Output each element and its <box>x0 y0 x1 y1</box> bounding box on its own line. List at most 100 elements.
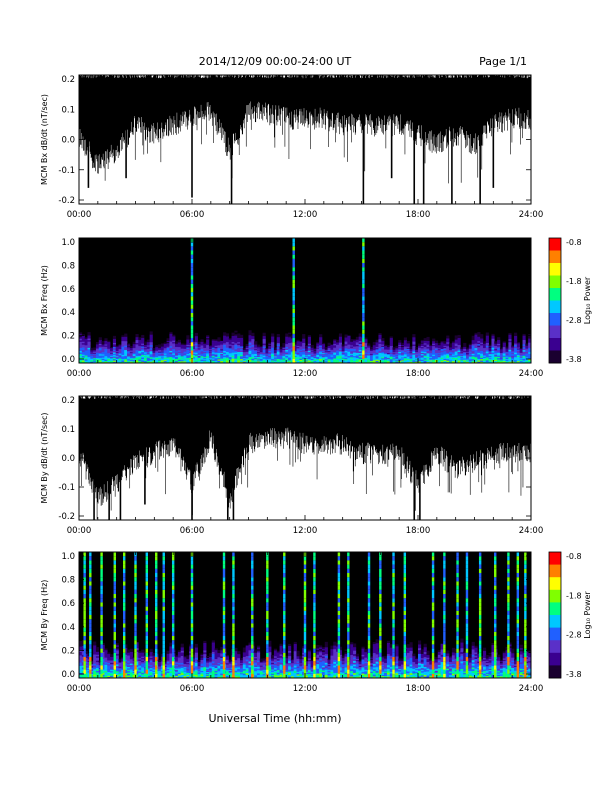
spectrogram-cell <box>234 664 238 667</box>
spectrogram-cell <box>313 359 317 361</box>
spectrogram-cell <box>262 340 266 343</box>
spectrogram-cell <box>369 354 374 356</box>
spectrogram-cell <box>511 360 515 362</box>
spectrogram-cell <box>451 359 456 362</box>
spectrogram-cell <box>355 346 359 348</box>
spectrogram-cell <box>225 674 230 676</box>
spectrogram-cell <box>175 359 179 362</box>
spectrogram-cell <box>256 348 261 350</box>
spectrogram-cell <box>206 360 210 362</box>
spectrogram-cell <box>299 356 303 358</box>
spectrogram-cell <box>245 655 249 658</box>
spectrogram-cell <box>155 345 159 347</box>
spectrogram-cell <box>81 654 85 657</box>
spectrogram-cell <box>180 360 184 362</box>
spectrogram-cell <box>237 357 241 360</box>
spectrogram-cell <box>268 655 272 658</box>
spectrogram-cell <box>248 672 252 675</box>
spectrogram-cell <box>127 653 131 656</box>
spectrogram-cell <box>279 349 283 351</box>
spectrogram-cell <box>234 665 238 668</box>
spectrogram-cell <box>211 354 215 357</box>
spectrogram-cell <box>110 668 114 671</box>
spectrogram-cell <box>429 354 433 356</box>
spectrogram-cell <box>290 343 295 346</box>
spectrogram-cell <box>499 354 504 356</box>
spectrogram-cell <box>344 356 348 358</box>
spectrogram-cell <box>466 357 470 359</box>
spectrogram-cell <box>271 344 275 347</box>
spectrogram-cell <box>152 351 156 353</box>
spectrogram-cell <box>206 655 210 658</box>
spectrogram-cell <box>268 668 272 671</box>
spectrogram-cell <box>124 352 128 355</box>
spectrogram-cell <box>279 356 283 358</box>
spectrogram-cell <box>279 348 283 350</box>
spectrogram-cell <box>381 355 385 358</box>
spectrogram-cell <box>124 343 128 346</box>
spectrogram-cell <box>237 360 241 362</box>
spectrogram-cell <box>237 339 241 341</box>
spectrogram-cell <box>214 676 218 679</box>
spectrogram-cell <box>160 662 165 664</box>
spectrogram-cell <box>279 361 283 363</box>
spectrogram-cell <box>471 337 475 339</box>
spectrogram-cell <box>158 348 162 351</box>
spectrogram-cell <box>172 361 176 364</box>
spectrogram-event-line <box>292 288 295 293</box>
spectrogram-cell <box>293 354 297 357</box>
spectrogram-cell <box>152 655 156 657</box>
spectrogram-cell <box>446 339 450 342</box>
spectrogram-cell <box>203 646 207 649</box>
spectrogram-cell <box>115 356 119 358</box>
spectrogram-cell <box>169 353 173 356</box>
spectrogram-cell <box>143 652 148 655</box>
spectrogram-cell <box>268 360 272 363</box>
spectrogram-cell <box>231 358 235 361</box>
spectrogram-cell <box>505 361 509 363</box>
spectrogram-cell <box>177 650 182 653</box>
spectrogram-cell <box>279 352 283 354</box>
spectrogram-cell <box>273 360 278 362</box>
spectrogram-cell <box>101 653 105 656</box>
spectrogram-cell <box>242 673 246 676</box>
colorbar-segment <box>549 247 561 251</box>
spectrogram-cell <box>344 361 348 364</box>
colorbar-frame <box>548 237 562 364</box>
spectrogram-cell <box>206 343 210 346</box>
spectrogram-cell <box>223 341 227 344</box>
spectrogram-cell <box>480 339 484 342</box>
spectrogram-cell <box>341 353 345 355</box>
spectrogram-cell <box>330 355 334 357</box>
spectrogram-cell <box>341 344 345 346</box>
spectrogram-cell <box>336 346 340 349</box>
spectrogram-cell <box>127 349 131 351</box>
spectrogram-cell <box>138 665 142 668</box>
spectrogram-cell <box>454 352 458 355</box>
spectrogram-cell <box>84 337 88 339</box>
spectrogram-cell <box>259 668 263 670</box>
spectrogram-cell <box>135 676 139 679</box>
spectrogram-cell <box>84 350 88 352</box>
colorbar-segment <box>549 244 561 248</box>
spectrogram-cell <box>228 354 232 356</box>
spectrogram-cell <box>104 351 108 353</box>
spectrogram-cell <box>180 650 184 653</box>
spectrogram-cell <box>118 352 122 354</box>
spectrogram-cell <box>138 663 142 665</box>
spectrogram-cell <box>330 352 334 354</box>
spectrogram-cell <box>350 355 354 358</box>
spectrogram-cell <box>138 667 142 669</box>
spectrogram-cell <box>372 359 376 362</box>
spectrogram-cell <box>415 351 419 353</box>
spectrogram-cell <box>189 661 193 664</box>
spectrogram-cell <box>223 338 227 341</box>
spectrogram-cell <box>321 350 326 353</box>
spectrogram-cell <box>95 658 100 661</box>
spectrogram-cell <box>135 360 139 362</box>
spectrogram-cell <box>194 334 198 337</box>
spectrogram-cell <box>180 660 184 663</box>
spectrogram-cell <box>519 351 523 353</box>
spectrogram-cell <box>482 353 487 355</box>
spectrogram-cell <box>132 344 136 347</box>
